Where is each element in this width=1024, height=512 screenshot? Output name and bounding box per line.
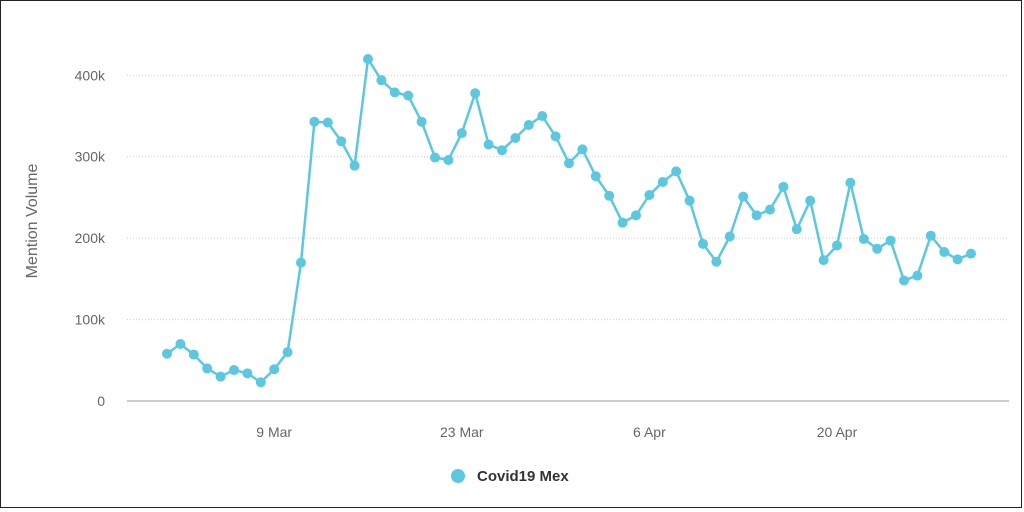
x-tick-label: 20 Apr bbox=[817, 424, 858, 440]
x-axis-ticks: 9 Mar 23 Mar 6 Apr 20 Apr bbox=[256, 424, 857, 440]
data-point[interactable] bbox=[845, 177, 856, 188]
data-point[interactable] bbox=[590, 171, 601, 182]
data-point[interactable] bbox=[818, 255, 829, 266]
x-tick-label: 23 Mar bbox=[440, 424, 484, 440]
data-point[interactable] bbox=[765, 204, 775, 215]
legend[interactable]: Covid19 Mex bbox=[451, 468, 569, 485]
data-point[interactable] bbox=[162, 348, 172, 359]
data-point[interactable] bbox=[604, 190, 615, 201]
grid-lines bbox=[127, 74, 1009, 402]
data-point[interactable] bbox=[885, 235, 896, 246]
y-axis-ticks: 0 100k 200k 300k 400k bbox=[75, 67, 106, 409]
legend-marker bbox=[451, 469, 465, 483]
data-point[interactable] bbox=[282, 347, 293, 358]
data-point[interactable] bbox=[188, 349, 199, 360]
series-line bbox=[166, 57, 972, 384]
data-point[interactable] bbox=[336, 136, 347, 147]
y-tick-label: 400k bbox=[75, 67, 106, 83]
data-point[interactable] bbox=[644, 189, 655, 200]
data-point[interactable] bbox=[470, 88, 481, 99]
y-tick-label: 100k bbox=[75, 312, 106, 328]
data-point[interactable] bbox=[858, 233, 869, 244]
data-point[interactable] bbox=[175, 339, 186, 349]
data-point[interactable] bbox=[577, 144, 588, 155]
data-point[interactable] bbox=[684, 195, 695, 206]
data-point[interactable] bbox=[255, 377, 266, 388]
y-tick-label: 200k bbox=[75, 230, 106, 246]
data-point[interactable] bbox=[832, 240, 842, 251]
data-point[interactable] bbox=[564, 158, 574, 169]
data-point[interactable] bbox=[202, 363, 213, 374]
data-point[interactable] bbox=[805, 195, 816, 206]
y-tick-label: 300k bbox=[75, 149, 106, 165]
data-point[interactable] bbox=[483, 139, 494, 150]
data-point[interactable] bbox=[269, 364, 280, 375]
data-point[interactable] bbox=[456, 128, 467, 139]
y-axis-title: Mention Volume bbox=[24, 164, 41, 279]
data-point[interactable] bbox=[497, 145, 507, 156]
data-point[interactable] bbox=[966, 248, 976, 259]
data-point[interactable] bbox=[912, 270, 923, 281]
data-point[interactable] bbox=[671, 166, 682, 177]
x-tick-label: 6 Apr bbox=[633, 424, 666, 440]
data-point[interactable] bbox=[430, 152, 440, 163]
data-point[interactable] bbox=[229, 365, 239, 376]
data-point[interactable] bbox=[872, 243, 883, 254]
x-tick-label: 9 Mar bbox=[256, 424, 292, 440]
data-point[interactable] bbox=[296, 257, 306, 268]
data-point[interactable] bbox=[403, 90, 414, 101]
data-point[interactable] bbox=[550, 131, 561, 142]
data-point[interactable] bbox=[657, 176, 668, 187]
data-point[interactable] bbox=[309, 116, 320, 127]
data-point[interactable] bbox=[376, 75, 387, 86]
data-point[interactable] bbox=[416, 116, 427, 127]
data-point[interactable] bbox=[698, 238, 708, 249]
y-tick-label: 0 bbox=[97, 393, 105, 409]
data-point[interactable] bbox=[389, 87, 400, 98]
data-point[interactable] bbox=[751, 210, 762, 221]
data-point[interactable] bbox=[443, 154, 454, 165]
data-point[interactable] bbox=[363, 54, 373, 64]
data-point[interactable] bbox=[523, 119, 534, 130]
data-point[interactable] bbox=[537, 111, 548, 121]
data-point[interactable] bbox=[939, 246, 950, 257]
data-point[interactable] bbox=[215, 371, 226, 382]
data-point[interactable] bbox=[899, 275, 909, 286]
legend-label: Covid19 Mex bbox=[477, 468, 569, 485]
data-point[interactable] bbox=[925, 230, 936, 241]
data-point[interactable] bbox=[617, 217, 628, 228]
data-point[interactable] bbox=[242, 368, 253, 379]
data-point[interactable] bbox=[778, 181, 789, 192]
data-point[interactable] bbox=[711, 256, 722, 267]
data-point[interactable] bbox=[510, 132, 521, 143]
data-point[interactable] bbox=[631, 210, 641, 221]
data-point[interactable] bbox=[791, 224, 802, 235]
data-point[interactable] bbox=[322, 117, 333, 128]
data-point[interactable] bbox=[738, 191, 749, 202]
data-point[interactable] bbox=[724, 231, 735, 242]
data-point[interactable] bbox=[349, 160, 360, 171]
data-point[interactable] bbox=[952, 254, 963, 265]
series-layer bbox=[162, 54, 976, 388]
